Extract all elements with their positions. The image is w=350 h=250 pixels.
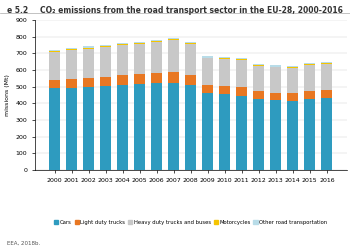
Bar [49, 50, 60, 51]
Bar [134, 84, 145, 170]
Bar [185, 85, 196, 170]
Bar [304, 63, 315, 64]
Bar [253, 65, 264, 66]
Bar [202, 93, 213, 170]
Bar [270, 100, 281, 170]
Bar [321, 62, 332, 63]
Bar [66, 79, 77, 88]
Bar [66, 88, 77, 170]
Bar [287, 67, 298, 68]
Text: e 5.2: e 5.2 [7, 6, 28, 15]
Bar [49, 51, 60, 52]
Bar [270, 66, 281, 67]
Legend: Cars, Light duty trucks, Heavy duty trucks and buses, Motorcycles, Other road tr: Cars, Light duty trucks, Heavy duty truc… [52, 218, 329, 227]
Bar [236, 58, 247, 59]
Bar [168, 72, 179, 83]
Bar [185, 42, 196, 43]
Bar [100, 45, 111, 46]
Bar [287, 101, 298, 170]
Bar [236, 60, 247, 87]
Bar [287, 93, 298, 101]
Bar [287, 66, 298, 67]
Bar [100, 46, 111, 47]
Bar [100, 76, 111, 86]
Bar [304, 65, 315, 91]
Bar [151, 40, 162, 41]
Bar [66, 49, 77, 50]
Bar [117, 45, 128, 75]
Bar [253, 66, 264, 91]
Bar [236, 87, 247, 96]
Bar [117, 75, 128, 85]
Bar [253, 64, 264, 65]
Bar [202, 85, 213, 93]
Bar [321, 98, 332, 170]
Bar [100, 86, 111, 170]
Bar [168, 82, 179, 170]
Bar [100, 47, 111, 76]
Bar [185, 43, 196, 44]
Bar [151, 42, 162, 73]
Bar [202, 58, 213, 85]
Bar [219, 86, 230, 94]
Bar [83, 78, 94, 87]
Bar [253, 99, 264, 170]
Bar [270, 92, 281, 100]
Bar [66, 50, 77, 79]
Bar [321, 90, 332, 98]
Bar [202, 56, 213, 58]
Bar [185, 44, 196, 75]
Bar [236, 59, 247, 60]
Bar [151, 41, 162, 42]
Bar [168, 38, 179, 39]
Bar [134, 44, 145, 74]
Bar [219, 58, 230, 86]
Bar [185, 75, 196, 85]
Bar [270, 65, 281, 66]
Text: EEA, 2018b.: EEA, 2018b. [7, 241, 40, 246]
Bar [134, 43, 145, 44]
Bar [83, 46, 94, 48]
Bar [49, 80, 60, 88]
Bar [321, 63, 332, 64]
Bar [151, 83, 162, 170]
Bar [253, 91, 264, 99]
Bar [117, 85, 128, 170]
Text: CO₂ emissions from the road transport sector in the EU-28, 2000-2016: CO₂ emissions from the road transport se… [40, 6, 343, 15]
Y-axis label: missions (Mt): missions (Mt) [5, 74, 10, 116]
Bar [304, 91, 315, 99]
Bar [117, 43, 128, 44]
Bar [134, 74, 145, 84]
Bar [134, 42, 145, 43]
Bar [287, 68, 298, 93]
Bar [304, 99, 315, 170]
Bar [219, 56, 230, 58]
Bar [83, 48, 94, 78]
Bar [219, 94, 230, 170]
Bar [117, 44, 128, 45]
Bar [168, 39, 179, 40]
Bar [321, 64, 332, 90]
Bar [236, 96, 247, 170]
Bar [304, 64, 315, 65]
Bar [66, 48, 77, 49]
Bar [49, 52, 60, 80]
Bar [49, 88, 60, 170]
Bar [83, 87, 94, 170]
Bar [151, 73, 162, 83]
Bar [270, 67, 281, 92]
Bar [168, 40, 179, 72]
